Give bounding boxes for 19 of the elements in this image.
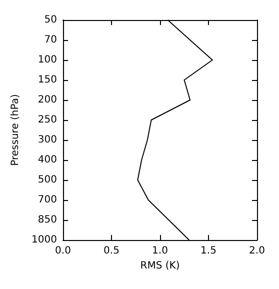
y-tick-label: 850 bbox=[38, 214, 57, 226]
y-tick-label: 1000 bbox=[32, 234, 57, 246]
y-tick-label: 150 bbox=[38, 74, 57, 86]
y-tick-label: 500 bbox=[38, 174, 57, 186]
x-tick-label: 1.5 bbox=[200, 246, 216, 256]
y-tick-label: 200 bbox=[38, 94, 57, 106]
y-tick-label: 70 bbox=[44, 34, 57, 46]
y-tick-label: 50 bbox=[44, 14, 57, 26]
x-tick-label: 0.0 bbox=[55, 246, 71, 256]
y-tick-label: 400 bbox=[38, 154, 57, 166]
x-axis-title: RMS (K) bbox=[140, 260, 180, 272]
x-tick-label: 1.0 bbox=[152, 246, 168, 256]
x-tick-label: 2.0 bbox=[249, 246, 265, 256]
y-tick-label: 700 bbox=[38, 194, 57, 206]
x-tick-label: 0.5 bbox=[104, 246, 120, 256]
y-tick-label: 100 bbox=[38, 54, 57, 66]
y-axis-title: Pressure (hPa) bbox=[10, 94, 22, 166]
y-tick-label: 300 bbox=[38, 134, 57, 146]
y-tick-label: 250 bbox=[38, 114, 57, 126]
